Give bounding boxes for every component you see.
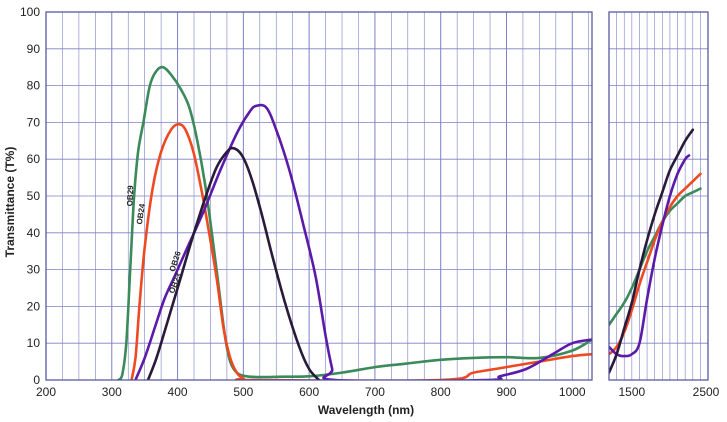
main-plot-frame <box>45 11 593 381</box>
y-tick-label: 10 <box>27 336 41 350</box>
x-tick-label: 900 <box>496 385 516 399</box>
x-tick-label-nir: 1500 <box>618 385 645 399</box>
y-tick-label: 30 <box>27 263 41 277</box>
series-line-ob23-nir <box>609 128 695 374</box>
series-label-ob29: OB29 <box>125 185 135 207</box>
x-tick-label: 600 <box>299 385 319 399</box>
main-panel-series <box>117 65 592 380</box>
nir-plot-frame <box>608 11 709 381</box>
y-tick-label: 20 <box>27 299 41 313</box>
x-tick-label: 800 <box>431 385 451 399</box>
y-axis-title: Transmittance (T%) <box>3 147 17 258</box>
series-line-ob26 <box>134 103 592 380</box>
tick-labels: 0 10 20 30 40 50 60 70 80 90 100 200 300 400 500 600 700… <box>20 5 720 399</box>
y-tick-label: 0 <box>33 373 40 387</box>
series-line-ob29-nir <box>609 187 702 327</box>
y-tick-label: 60 <box>27 152 41 166</box>
x-tick-label-nir: 2500 <box>693 385 720 399</box>
nir-panel-series <box>609 128 702 374</box>
series-label-ob24: OB24 <box>135 203 147 225</box>
y-tick-label: 100 <box>20 5 40 19</box>
y-tick-label: 70 <box>27 115 41 129</box>
x-tick-label: 500 <box>233 385 253 399</box>
x-axis-title: Wavelength (nm) <box>318 403 414 417</box>
x-tick-label: 1000 <box>559 385 586 399</box>
x-tick-label: 700 <box>365 385 385 399</box>
y-tick-label: 40 <box>27 226 41 240</box>
plot-frames <box>45 11 709 381</box>
series-line-ob26-nir <box>609 154 691 358</box>
x-tick-label: 400 <box>168 385 188 399</box>
y-tick-label: 80 <box>27 79 41 93</box>
y-tick-label: 50 <box>27 189 41 203</box>
series-line-ob24 <box>130 122 592 380</box>
data-series <box>117 65 702 380</box>
x-tick-label: 200 <box>36 385 56 399</box>
x-tick-label: 300 <box>102 385 122 399</box>
y-tick-label: 90 <box>27 42 41 56</box>
series-line-ob23 <box>146 146 321 380</box>
